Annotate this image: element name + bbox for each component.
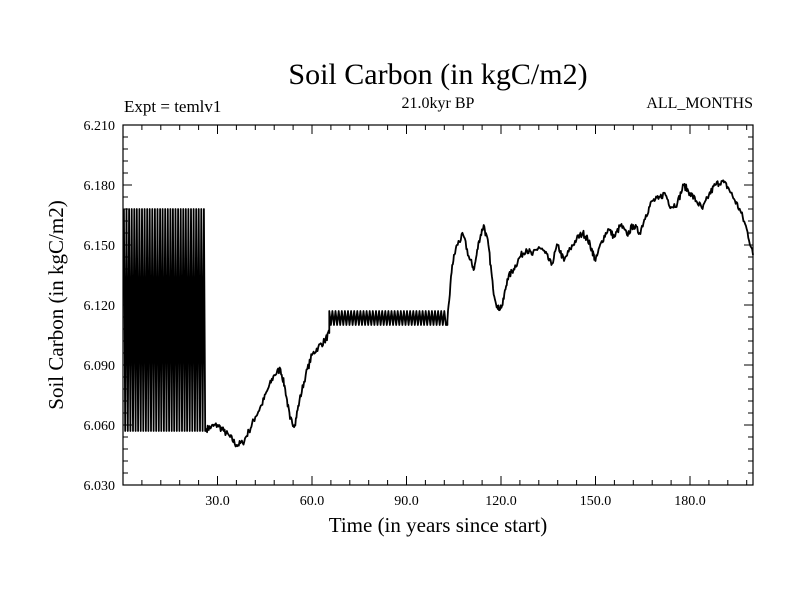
y-tick-label: 6.180 bbox=[84, 179, 116, 194]
x-tick-label: 180.0 bbox=[674, 494, 706, 509]
axis-tick-labels: 30.0 60.0 90.0 120.0 150.0 180.0 6.030 6.060 6.0… bbox=[84, 119, 706, 509]
x-tick-label: 120.0 bbox=[485, 494, 517, 509]
y-tick-label: 6.060 bbox=[84, 419, 116, 434]
chart-title: Soil Carbon (in kgC/m2) bbox=[288, 58, 587, 91]
y-tick-label: 6.150 bbox=[84, 239, 116, 254]
x-tick-label: 30.0 bbox=[205, 494, 230, 509]
y-tick-label: 6.030 bbox=[84, 479, 116, 494]
y-axis-label: Soil Carbon (in kgC/m2) bbox=[44, 200, 68, 409]
x-tick-label: 60.0 bbox=[300, 494, 325, 509]
y-tick-label: 6.090 bbox=[84, 359, 116, 374]
annotation-left: Expt = temlv1 bbox=[124, 97, 221, 116]
axis-ticks bbox=[123, 125, 753, 485]
y-tick-label: 6.120 bbox=[84, 299, 116, 314]
chart-subtitle: 21.0kyr BP bbox=[402, 95, 475, 112]
x-tick-label: 90.0 bbox=[394, 494, 419, 509]
annotation-right: ALL_MONTHS bbox=[646, 95, 753, 112]
plot-frame bbox=[122, 124, 754, 486]
y-tick-label: 6.210 bbox=[84, 119, 116, 134]
x-tick-label: 150.0 bbox=[580, 494, 612, 509]
x-axis-label: Time (in years since start) bbox=[329, 513, 548, 537]
series-line bbox=[123, 179, 754, 448]
